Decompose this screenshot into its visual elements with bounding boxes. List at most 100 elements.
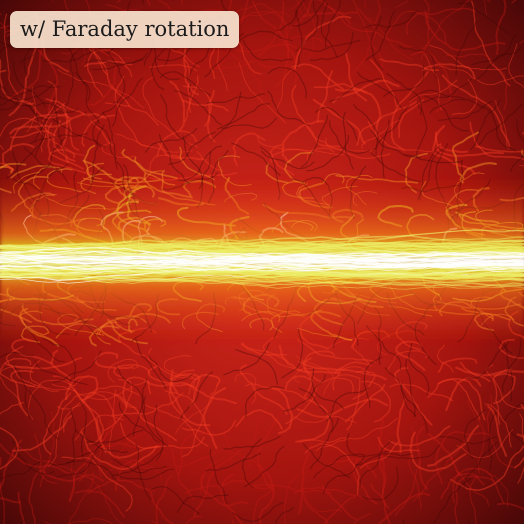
field-streak [11, 414, 73, 452]
field-streak [429, 44, 507, 71]
field-streak [298, 360, 387, 381]
field-streak [69, 446, 101, 502]
field-streak [239, 364, 288, 415]
field-streak [301, 1, 316, 58]
shadow-streak [295, 0, 319, 52]
field-streak [43, 392, 72, 455]
shadow-streak [135, 443, 152, 501]
shadow-streak [223, 342, 270, 376]
field-streak [68, 442, 137, 503]
field-streak [105, 463, 162, 482]
field-streak [302, 11, 359, 18]
field-streak [111, 392, 184, 417]
shadow-streak [12, 439, 55, 475]
caption-label: w/ Faraday rotation [10, 11, 240, 48]
field-streak [62, 391, 117, 424]
field-streak [68, 471, 95, 524]
shadow-streak [25, 103, 44, 158]
field-streak [0, 165, 15, 174]
field-streak [0, 357, 36, 388]
shadow-streak [469, 99, 501, 151]
plane-filament [0, 245, 524, 261]
field-streak [379, 445, 390, 509]
field-streak [302, 350, 336, 381]
field-streak [289, 0, 313, 30]
shadow-streak [260, 150, 315, 170]
field-streak [424, 10, 506, 52]
plane-filament [0, 243, 524, 252]
field-streak [405, 7, 476, 35]
field-streak [7, 42, 43, 100]
field-streak [294, 15, 352, 70]
shadow-streak [147, 354, 193, 383]
field-streak [466, 467, 509, 508]
shadow-streak [144, 127, 198, 153]
shadow-streak [84, 59, 144, 66]
field-streak [459, 361, 491, 383]
field-streak [441, 74, 511, 147]
field-streak [344, 383, 386, 423]
shadow-streak [356, 71, 403, 110]
field-streak [437, 377, 486, 421]
shadow-streak [0, 351, 34, 358]
field-streak [235, 409, 283, 430]
shadow-streak [55, 444, 102, 478]
field-streak [199, 473, 249, 507]
shadow-streak [209, 448, 229, 506]
shadow-streak [383, 64, 425, 98]
field-streak [17, 97, 72, 119]
field-streak [377, 492, 431, 524]
field-streak [325, 137, 376, 152]
field-streak [281, 120, 325, 164]
shadow-streak [168, 131, 217, 165]
shadow-streak [352, 103, 379, 155]
shadow-streak [315, 106, 358, 141]
field-streak [0, 162, 14, 176]
field-streak [361, 380, 391, 423]
shadow-streak [216, 103, 270, 131]
field-streak [10, 369, 34, 417]
field-streak [297, 442, 313, 514]
shadow-streak [0, 85, 9, 94]
shadow-streak [204, 452, 262, 472]
shadow-streak [34, 360, 88, 386]
field-streak [303, 497, 330, 524]
shadow-streak [275, 506, 295, 524]
shadow-streak [419, 78, 473, 103]
shadow-streak [380, 119, 390, 179]
shadow-streak [400, 382, 428, 435]
shadow-streak [416, 101, 428, 158]
field-streak [495, 0, 507, 56]
plane-filament [0, 273, 524, 283]
field-streak [384, 10, 447, 45]
plane-filament [0, 269, 524, 282]
shadow-streak [408, 343, 430, 395]
shadow-streak [79, 400, 88, 459]
field-streak [293, 415, 357, 424]
field-streak [396, 398, 406, 454]
field-streak [168, 369, 195, 416]
shadow-streak [322, 456, 366, 495]
field-streak [377, 436, 420, 453]
field-streak [0, 439, 23, 490]
shadow-streak [241, 438, 262, 489]
field-streak [367, 120, 432, 153]
field-streak [181, 99, 229, 112]
field-streak [304, 442, 360, 495]
field-streak [334, 361, 372, 374]
field-streak [9, 112, 108, 135]
field-streak [98, 418, 114, 477]
shadow-streak [309, 417, 339, 470]
field-streak [202, 387, 227, 450]
field-streak [420, 0, 430, 61]
shadow-streak [509, 118, 524, 173]
shadow-streak [29, 132, 88, 145]
field-streak [435, 431, 491, 485]
field-streak [95, 418, 161, 459]
field-streak [469, 121, 524, 160]
plane-filament [0, 246, 524, 257]
field-streak [87, 479, 156, 495]
shadow-streak [12, 363, 32, 420]
field-streak [148, 154, 183, 173]
